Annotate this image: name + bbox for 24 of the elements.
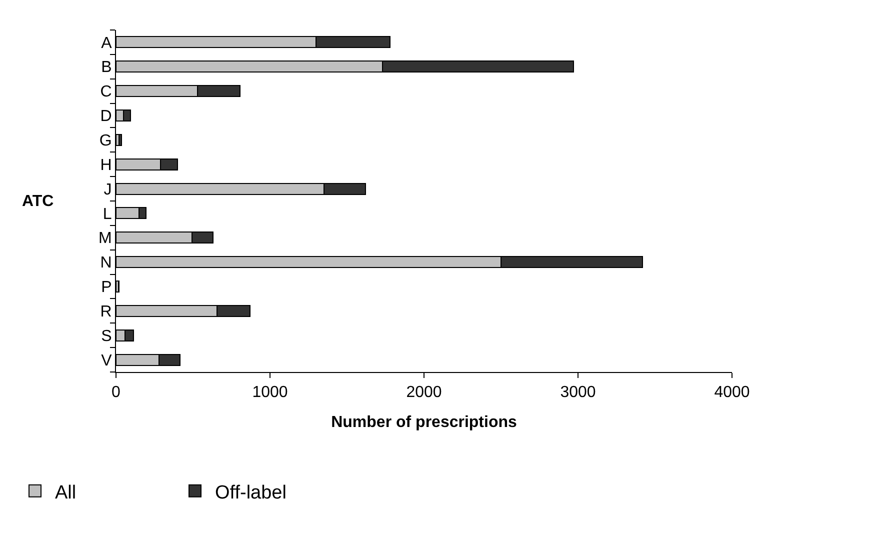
y-tick-label: S — [101, 328, 112, 345]
y-tick-label: J — [104, 181, 112, 198]
y-tick-label: V — [101, 352, 112, 370]
x-tick-label: 4000 — [714, 384, 750, 402]
y-tick-label: H — [100, 156, 112, 174]
x-tick-label: 3000 — [560, 384, 596, 402]
y-tick-label: N — [100, 254, 112, 272]
y-tick-label: L — [102, 206, 112, 223]
y-tick-label: A — [101, 34, 112, 52]
x-axis-title: Number of prescriptions — [331, 414, 517, 431]
x-tick-label: 1000 — [252, 384, 288, 402]
x-tick-label: 0 — [112, 384, 121, 402]
bar — [118, 134, 122, 146]
y-tick-label: D — [100, 108, 112, 126]
y-tick-label: C — [100, 84, 112, 101]
legend-label: All — [55, 482, 76, 504]
y-tick-label: P — [101, 279, 112, 296]
y-tick-label: G — [99, 132, 112, 150]
y-tick-label: M — [98, 230, 112, 248]
y-axis-title: ATC — [22, 193, 54, 210]
y-tick-label: R — [100, 304, 112, 321]
y-tick-label: B — [101, 59, 112, 76]
x-tick-label: 2000 — [406, 384, 442, 402]
legend-label: Off-label — [215, 482, 286, 504]
